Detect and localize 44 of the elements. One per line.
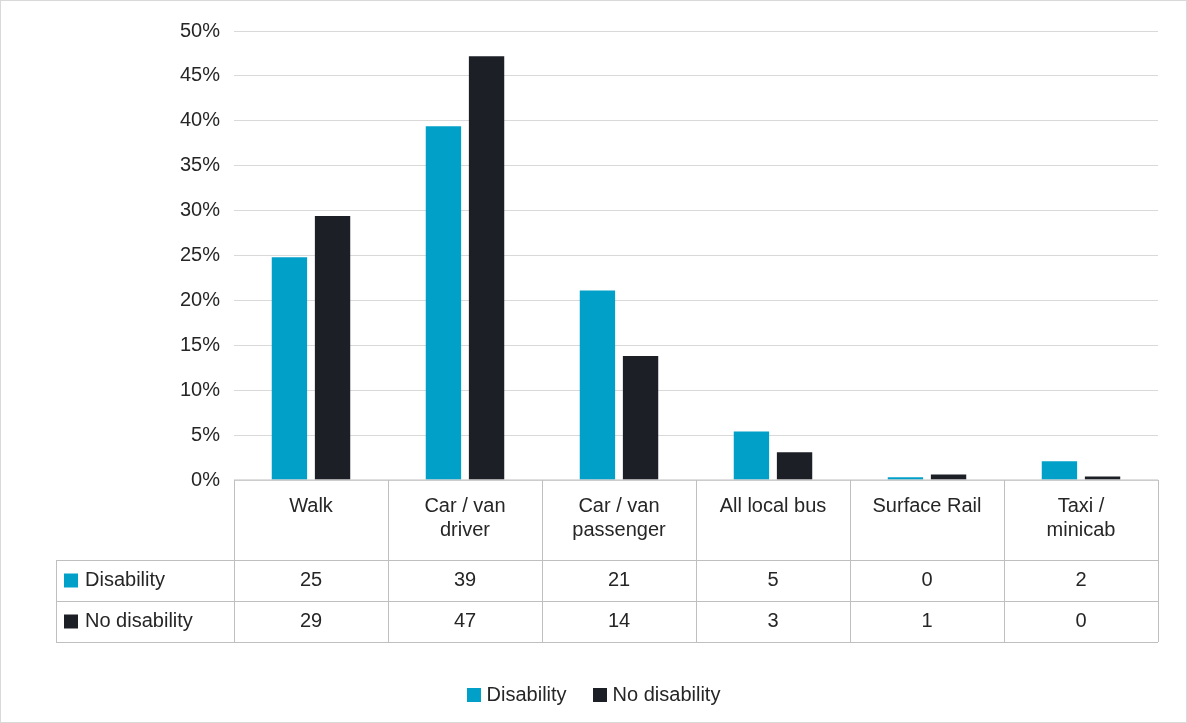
data-label: 29 bbox=[299, 609, 323, 632]
y-tick-label: 0% bbox=[191, 467, 221, 490]
x-tick-label: Surface Rail bbox=[872, 493, 982, 516]
data-label: 3 bbox=[767, 609, 779, 632]
data-label: 21 bbox=[607, 568, 631, 591]
bar bbox=[887, 477, 924, 480]
data-label: 47 bbox=[453, 609, 477, 632]
data-label: 39 bbox=[453, 568, 477, 591]
y-tick-label: 35% bbox=[179, 153, 221, 176]
x-tick-label: All local bus bbox=[719, 493, 827, 516]
data-label: 2 bbox=[1075, 568, 1087, 591]
bar bbox=[776, 452, 813, 480]
bar bbox=[1041, 461, 1078, 480]
y-tick-label: 20% bbox=[179, 287, 221, 310]
y-tick-label: 50% bbox=[179, 18, 221, 41]
data-label: 0 bbox=[921, 568, 933, 591]
data-label: 0 bbox=[1075, 609, 1087, 632]
text: No disability bbox=[612, 683, 721, 705]
x-tick-label: Walk bbox=[289, 493, 334, 516]
text: Disability bbox=[486, 683, 567, 705]
bar bbox=[468, 56, 505, 480]
y-tick-label: 25% bbox=[179, 243, 221, 266]
bar bbox=[271, 257, 308, 480]
y-tick-label: 30% bbox=[179, 198, 221, 221]
y-tick-label: 5% bbox=[191, 422, 221, 445]
data-label: 25 bbox=[299, 568, 323, 591]
x-tick-label: Car / van driver bbox=[424, 493, 506, 540]
x-tick-label: Car / van passenger bbox=[572, 493, 667, 540]
bar bbox=[622, 356, 659, 480]
legend-label: Disability bbox=[85, 568, 166, 591]
bar bbox=[733, 431, 770, 480]
data-label: 5 bbox=[767, 568, 779, 591]
bar bbox=[579, 290, 616, 480]
y-tick-label: 10% bbox=[179, 377, 221, 400]
y-tick-label: 45% bbox=[179, 63, 221, 86]
data-label: 14 bbox=[607, 609, 631, 632]
bar bbox=[1084, 476, 1121, 480]
x-tick-label: Taxi / minicab bbox=[1046, 493, 1116, 540]
legend-label: No disability bbox=[85, 609, 193, 632]
bar bbox=[314, 215, 351, 480]
y-tick-label: 15% bbox=[179, 332, 221, 355]
y-tick-label: 40% bbox=[179, 108, 221, 131]
bar bbox=[425, 126, 462, 480]
data-label: 1 bbox=[921, 609, 933, 632]
